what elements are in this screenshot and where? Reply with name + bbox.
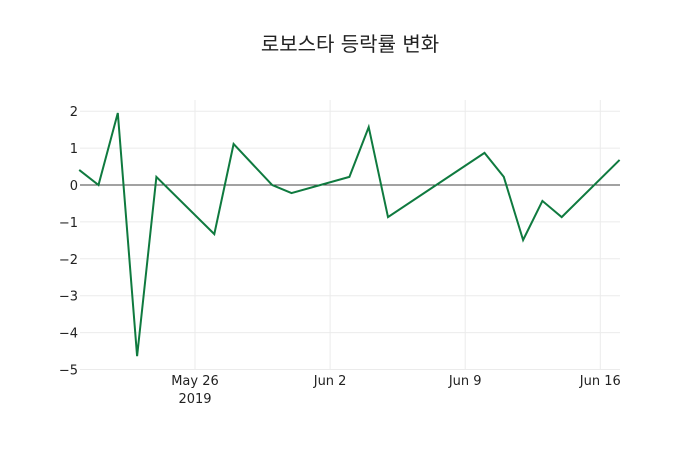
series-line bbox=[78, 112, 621, 357]
y-tick-label: 2 bbox=[70, 105, 78, 120]
x-tick-label: Jun 16 bbox=[579, 374, 621, 389]
y-tick-label: −4 bbox=[59, 327, 78, 342]
x-axis-ticks: May 26 2019 Jun 2 Jun 9 Jun 16 bbox=[171, 374, 621, 407]
chart-title: 로보스타 등락률 변화 bbox=[260, 32, 440, 56]
y-tick-label: −5 bbox=[59, 364, 78, 379]
y-tick-label: −3 bbox=[59, 290, 78, 305]
y-tick-label: −1 bbox=[59, 216, 78, 231]
x-tick-label: Jun 2 bbox=[313, 374, 347, 389]
y-tick-label: 0 bbox=[70, 179, 78, 194]
x-tick-label: May 26 bbox=[171, 374, 219, 389]
grid-lines bbox=[80, 100, 620, 370]
x-tick-year-label: 2019 bbox=[178, 392, 211, 407]
y-tick-label: 1 bbox=[70, 142, 78, 157]
x-tick-label: Jun 9 bbox=[448, 374, 482, 389]
y-tick-label: −2 bbox=[59, 253, 78, 268]
y-axis-ticks: 2 1 0 −1 −2 −3 −4 −5 bbox=[59, 105, 78, 378]
